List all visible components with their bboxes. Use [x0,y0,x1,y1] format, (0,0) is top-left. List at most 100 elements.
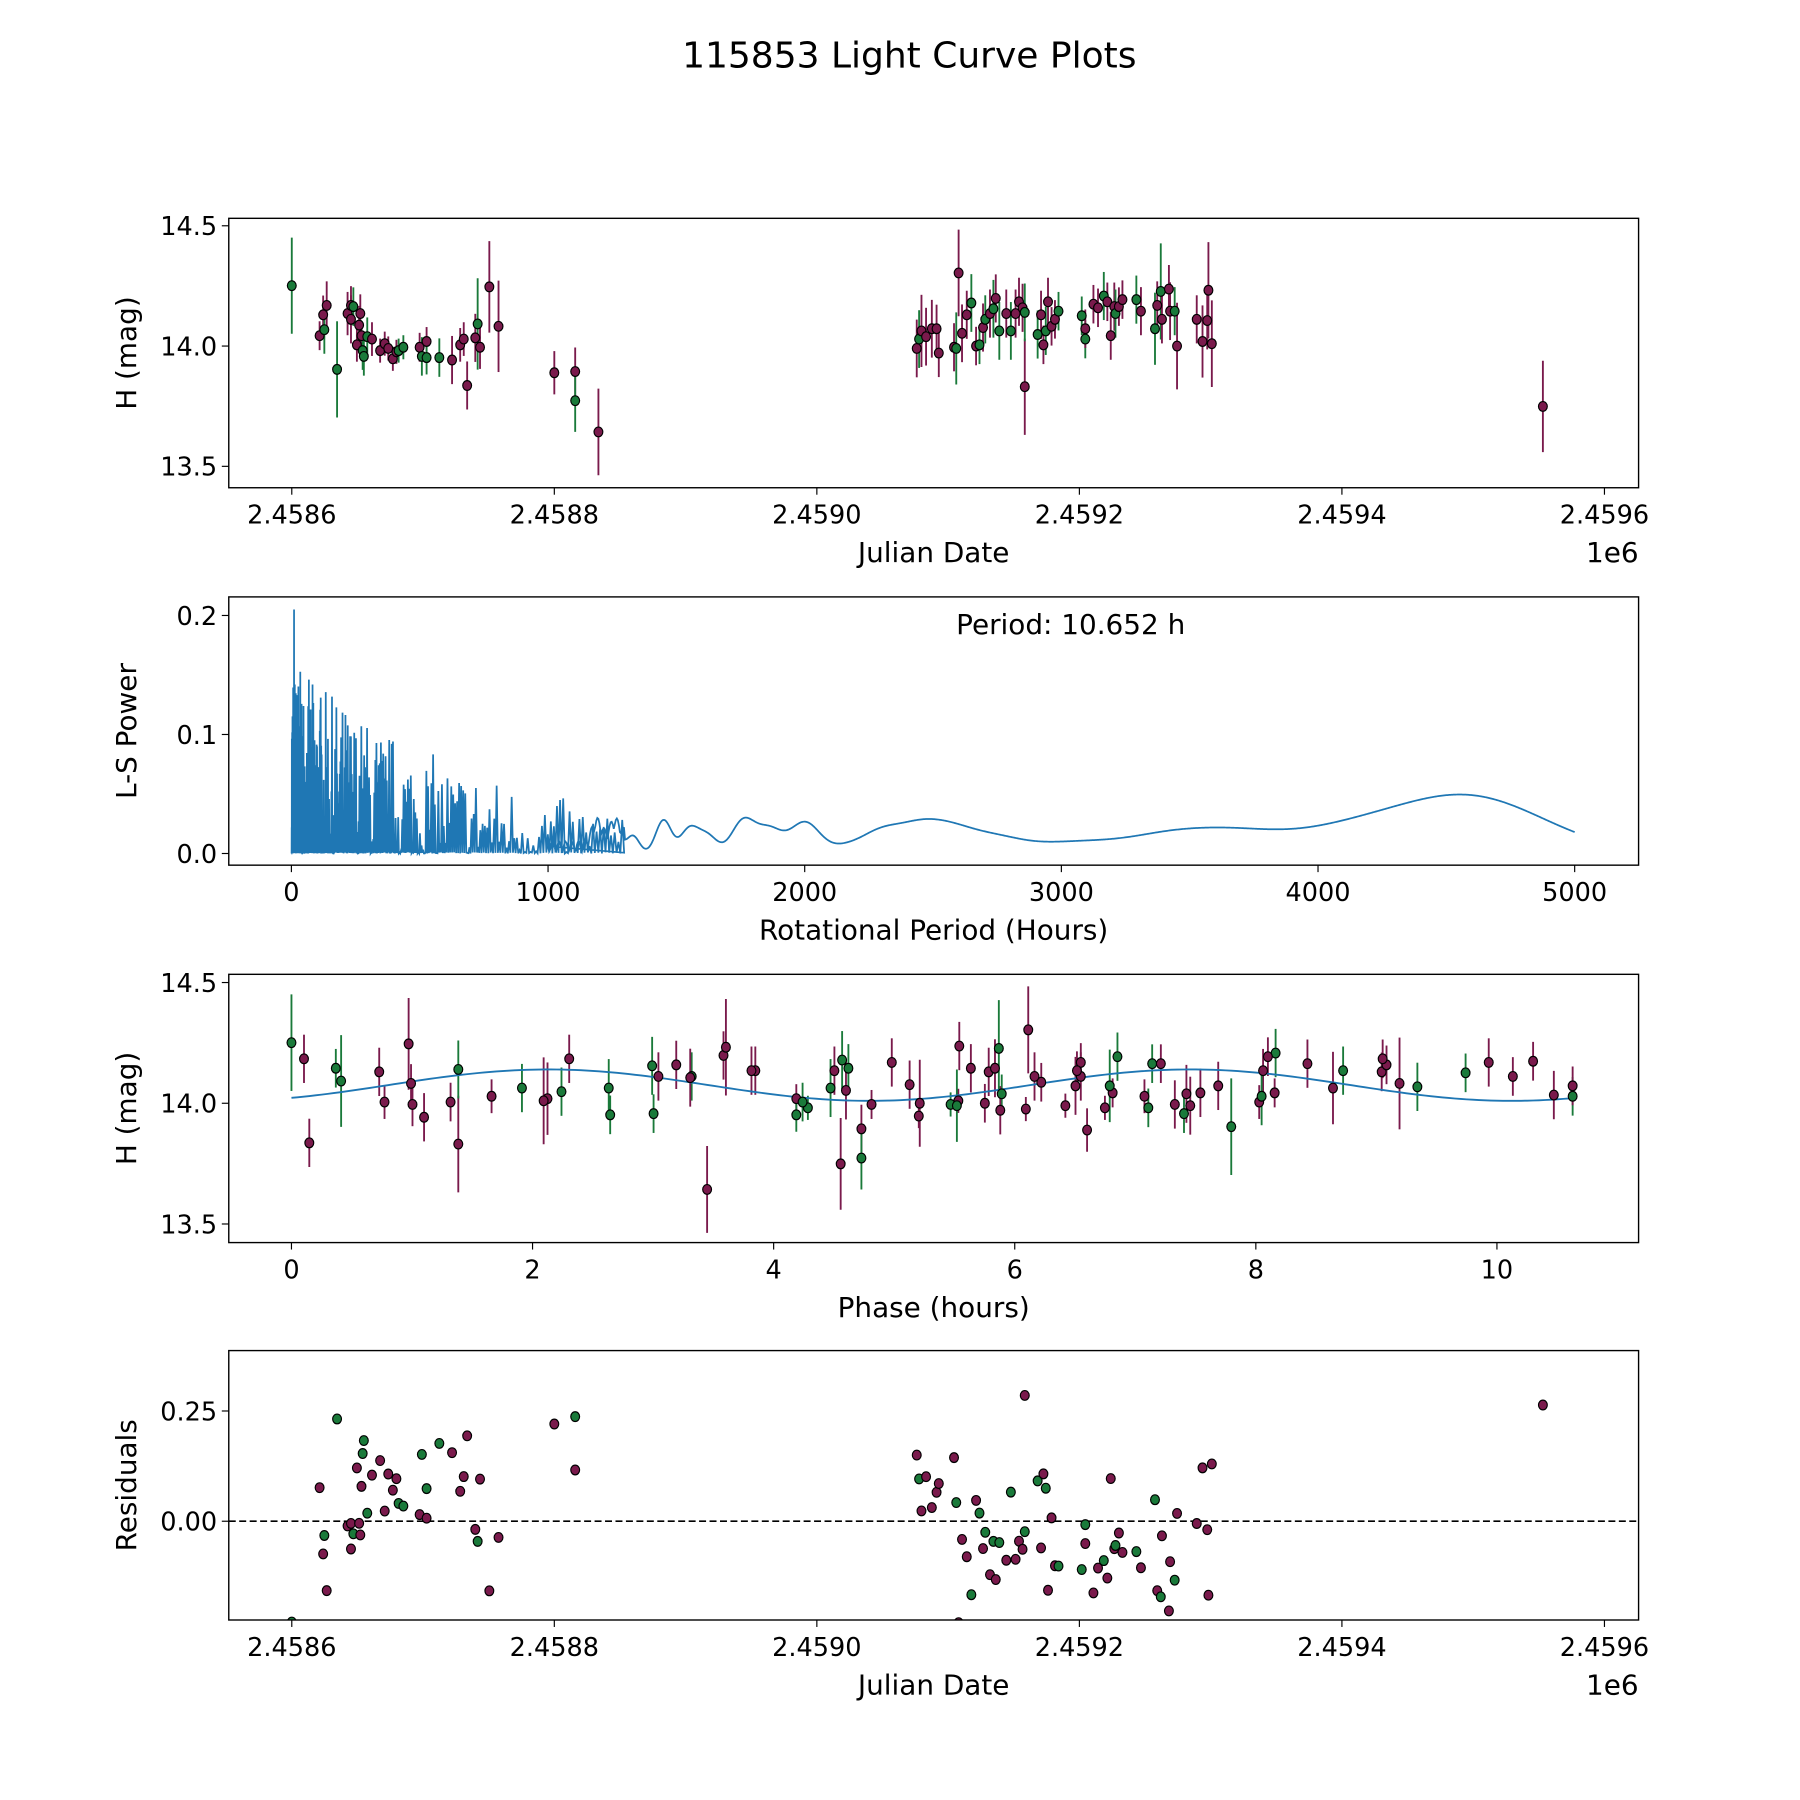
data-point [994,325,1005,337]
x-tick-label: 5000 [1542,878,1607,908]
data-point [1163,1605,1174,1617]
data-point [1020,1103,1031,1115]
data-point [911,343,922,354]
data-point [990,292,1001,304]
data-point [1099,1102,1110,1114]
data-point [916,1505,927,1517]
x-tick-label: 3000 [1029,878,1094,908]
data-point [1113,1527,1124,1539]
data-point [387,1484,398,1496]
data-point [886,1056,897,1068]
y-tick-label: 0.00 [160,1508,217,1538]
data-point [1156,313,1167,325]
data-point [1135,305,1146,317]
x-tick-label: 0 [283,878,299,908]
data-point [287,1616,297,1620]
data-point [318,1548,329,1560]
data-point [953,267,964,279]
data-point [549,367,560,379]
data-point [383,343,394,354]
data-point [1102,296,1113,308]
data-point [1213,1080,1224,1092]
data-point [1036,1076,1047,1088]
data-point [472,318,483,330]
y-tick-label: 0.25 [160,1397,217,1427]
data-point [453,1138,464,1150]
x-offset-label: 1e6 [1586,1668,1639,1701]
data-point [362,1507,373,1519]
data-point [1169,1574,1180,1586]
data-point [1088,1587,1099,1599]
periodogram-line [290,609,1575,857]
data-point [570,366,581,378]
data-point [961,309,972,321]
residual-points [228,1325,1639,1620]
data-point [1053,1560,1064,1572]
data-point [954,1617,963,1620]
data-point [1206,1458,1217,1470]
data-point [1080,1519,1091,1531]
data-point [1226,1121,1237,1133]
data-point [1169,305,1180,317]
periodogram-axes: 0 1000 2000 3000 4000 5000 0.0 0.1 0.2 Rotational… [110,602,1607,947]
data-point [1036,309,1047,321]
data-point [648,1108,659,1120]
data-point [965,1062,976,1074]
data-point [1080,333,1091,345]
data-point [931,323,942,335]
data-point [1093,1562,1104,1574]
period-annotation: Period: 10.652 h [956,608,1185,641]
data-point [357,1448,368,1459]
x-tick-label: 2.4594 [1297,501,1386,531]
data-point [321,299,332,311]
data-point [1117,1546,1128,1558]
data-point [379,1505,390,1517]
data-point [330,1062,341,1074]
data-point [475,1473,486,1485]
axes-frame [228,973,1640,1244]
data-point [1131,1546,1142,1558]
data-point [1029,1071,1040,1082]
data-point [993,1042,1004,1054]
y-tick-label: 0.1 [177,721,218,751]
data-point [966,1589,977,1601]
data-point [304,1137,315,1149]
data-point [391,1473,402,1485]
data-point [319,324,330,336]
data-point [374,1066,385,1078]
data-point [421,1483,432,1495]
data-point [1262,1051,1273,1063]
data-point [383,1468,394,1480]
axes-frame [228,217,1640,489]
data-point [336,1075,347,1087]
data-point [366,1469,377,1481]
data-point [421,336,432,347]
data-point [398,1500,409,1512]
data-point [647,1060,658,1072]
data-point [1001,1554,1012,1566]
data-point [493,320,504,332]
data-point [594,1325,603,1335]
data-point [825,1082,836,1094]
x-tick-label: 2.4594 [1297,1633,1386,1663]
data-point [994,1537,1005,1549]
data-point [856,1123,867,1135]
data-point [1537,400,1548,412]
residuals-axes: 2.4586 2.4588 2.4590 2.4592 2.4594 2.4596 0.00… [110,1397,1649,1701]
x-tick-label: 2.4586 [247,1633,336,1663]
data-point [1155,1058,1166,1070]
data-point [355,308,366,320]
data-point [954,1040,965,1052]
data-point [358,1435,369,1447]
axes-frame [228,1349,1640,1621]
data-point [914,1097,925,1109]
data-point [1258,1065,1269,1077]
data-point [345,313,356,325]
data-point [379,1096,390,1108]
data-point [1460,1067,1471,1079]
data-point [1179,1108,1189,1120]
data-point [1005,1486,1016,1498]
data-point [949,1452,960,1464]
light-curve-axes: 2.4586 2.4588 2.4590 2.4592 2.4594 2.4596 13.5… [110,212,1649,569]
data-point [1071,1065,1082,1077]
